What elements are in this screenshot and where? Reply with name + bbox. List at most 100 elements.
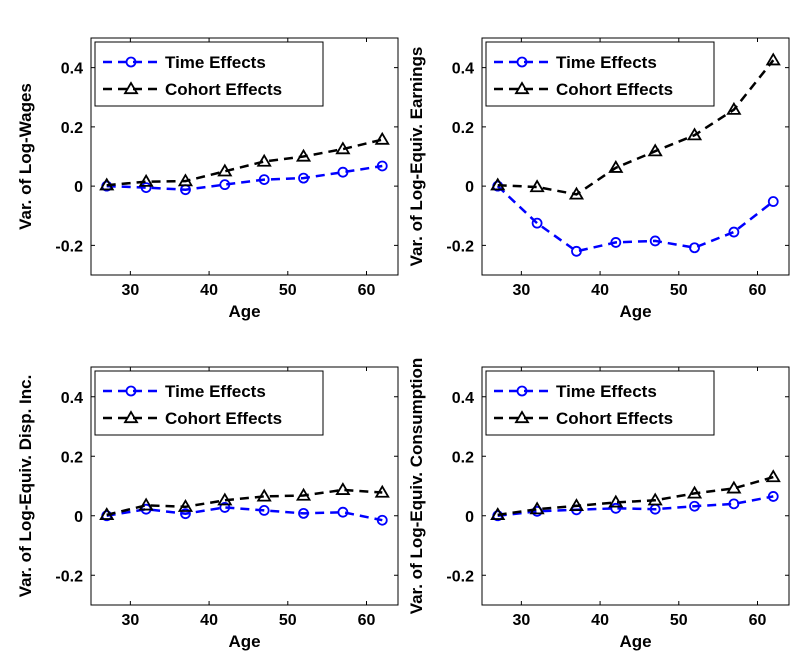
data-point bbox=[140, 182, 152, 194]
y-axis-label: Var. of Log-Equiv. Consumption bbox=[407, 358, 426, 615]
x-tick-label: 50 bbox=[279, 612, 297, 629]
data-point bbox=[531, 217, 543, 229]
legend-marker bbox=[125, 56, 137, 68]
legend: Time Effects Cohort Effects bbox=[94, 370, 324, 436]
data-point bbox=[99, 177, 115, 191]
x-tick-label: 40 bbox=[591, 612, 609, 629]
data-point bbox=[647, 492, 663, 506]
x-tick-label: 60 bbox=[358, 282, 376, 299]
data-point bbox=[608, 159, 624, 173]
legend: Time Effects Cohort Effects bbox=[94, 41, 324, 107]
data-point bbox=[686, 485, 703, 499]
y-axis-label: Var. of Log-Equiv. Earnings bbox=[407, 47, 426, 267]
data-point bbox=[256, 153, 272, 167]
data-point bbox=[180, 508, 191, 520]
legend-box bbox=[94, 370, 324, 436]
legend-marker bbox=[123, 81, 139, 95]
y-tick-label: 0.4 bbox=[452, 390, 474, 407]
y-tick-label: 0.4 bbox=[61, 61, 83, 78]
data-point bbox=[686, 127, 703, 141]
data-point bbox=[529, 179, 545, 193]
data-point bbox=[568, 498, 585, 512]
data-point bbox=[258, 504, 270, 516]
y-tick-label: -0.2 bbox=[446, 568, 474, 585]
data-point bbox=[647, 143, 663, 157]
y-tick-label: 0 bbox=[465, 179, 474, 196]
data-point bbox=[219, 502, 231, 513]
legend-marker bbox=[514, 81, 530, 95]
x-tick-label: 40 bbox=[200, 282, 218, 299]
legend-box bbox=[94, 41, 324, 107]
data-point bbox=[295, 148, 312, 162]
data-point bbox=[610, 502, 622, 514]
x-axis-label: Age bbox=[228, 302, 260, 321]
data-point bbox=[298, 172, 309, 184]
legend-box bbox=[485, 41, 715, 107]
legend-label: Cohort Effects bbox=[556, 409, 673, 428]
legend-label: Cohort Effects bbox=[165, 80, 282, 99]
y-tick-label: 0 bbox=[74, 509, 83, 526]
data-point bbox=[298, 507, 309, 519]
data-point bbox=[689, 242, 700, 254]
x-tick-label: 50 bbox=[670, 612, 688, 629]
y-tick-label: -0.2 bbox=[55, 238, 83, 255]
data-point bbox=[337, 506, 349, 518]
data-point bbox=[765, 469, 781, 483]
legend-label: Time Effects bbox=[556, 382, 657, 401]
data-point bbox=[571, 245, 582, 257]
data-point bbox=[295, 487, 312, 501]
x-tick-label: 40 bbox=[200, 612, 218, 629]
y-axis-label: Var. of Log-Wages bbox=[16, 83, 35, 230]
series-line-cohort-effects bbox=[106, 488, 383, 517]
x-tick-label: 30 bbox=[121, 612, 139, 629]
data-point bbox=[608, 494, 624, 508]
legend-label: Cohort Effects bbox=[556, 80, 673, 99]
data-point bbox=[728, 226, 740, 238]
data-point bbox=[689, 500, 700, 512]
legend-label: Cohort Effects bbox=[165, 409, 282, 428]
x-tick-label: 30 bbox=[512, 282, 530, 299]
data-point bbox=[728, 498, 740, 510]
y-tick-label: 0.2 bbox=[61, 449, 83, 466]
y-tick-label: -0.2 bbox=[446, 238, 474, 255]
data-point bbox=[335, 141, 351, 155]
series-line-cohort-effects bbox=[497, 475, 774, 517]
data-point bbox=[337, 166, 349, 178]
data-point bbox=[767, 196, 779, 207]
data-point bbox=[726, 480, 742, 494]
x-tick-label: 60 bbox=[749, 612, 767, 629]
data-point bbox=[649, 235, 661, 247]
data-point bbox=[490, 177, 506, 191]
data-point bbox=[529, 501, 545, 515]
x-tick-label: 30 bbox=[512, 612, 530, 629]
x-axis-label: Age bbox=[619, 632, 651, 651]
data-point bbox=[258, 174, 270, 186]
data-point bbox=[335, 482, 351, 495]
legend-marker bbox=[516, 385, 528, 397]
data-point bbox=[177, 499, 194, 512]
x-tick-label: 50 bbox=[670, 282, 688, 299]
chart-panel-4: 30 40 50 60 -0.2 0 0.2 0.4 Age Var. of Log-Equiv.… bbox=[407, 358, 790, 651]
data-point bbox=[568, 186, 585, 200]
chart-panel-2: 30 40 50 60 -0.2 0 0.2 0.4 Age Var. of Log-Equiv.… bbox=[407, 37, 790, 321]
data-point bbox=[138, 497, 154, 511]
series-line-cohort-effects bbox=[497, 59, 775, 196]
x-axis-label: Age bbox=[228, 632, 260, 651]
data-point bbox=[217, 163, 233, 177]
y-tick-label: -0.2 bbox=[55, 568, 83, 585]
y-tick-label: 0.2 bbox=[452, 449, 474, 466]
legend: Time Effects Cohort Effects bbox=[485, 41, 715, 107]
data-point bbox=[219, 179, 231, 191]
data-point bbox=[138, 173, 154, 187]
data-point bbox=[726, 101, 742, 115]
data-point bbox=[610, 237, 622, 248]
x-tick-label: 60 bbox=[749, 282, 767, 299]
legend-label: Time Effects bbox=[165, 53, 266, 72]
data-point bbox=[767, 491, 779, 502]
series-line-time-effects bbox=[496, 185, 775, 253]
series-line-time-effects bbox=[497, 495, 774, 518]
data-point bbox=[376, 160, 388, 172]
chart-panel-3: 30 40 50 60 -0.2 0 0.2 0.4 Age Var. of Log-Equiv.… bbox=[16, 366, 399, 651]
